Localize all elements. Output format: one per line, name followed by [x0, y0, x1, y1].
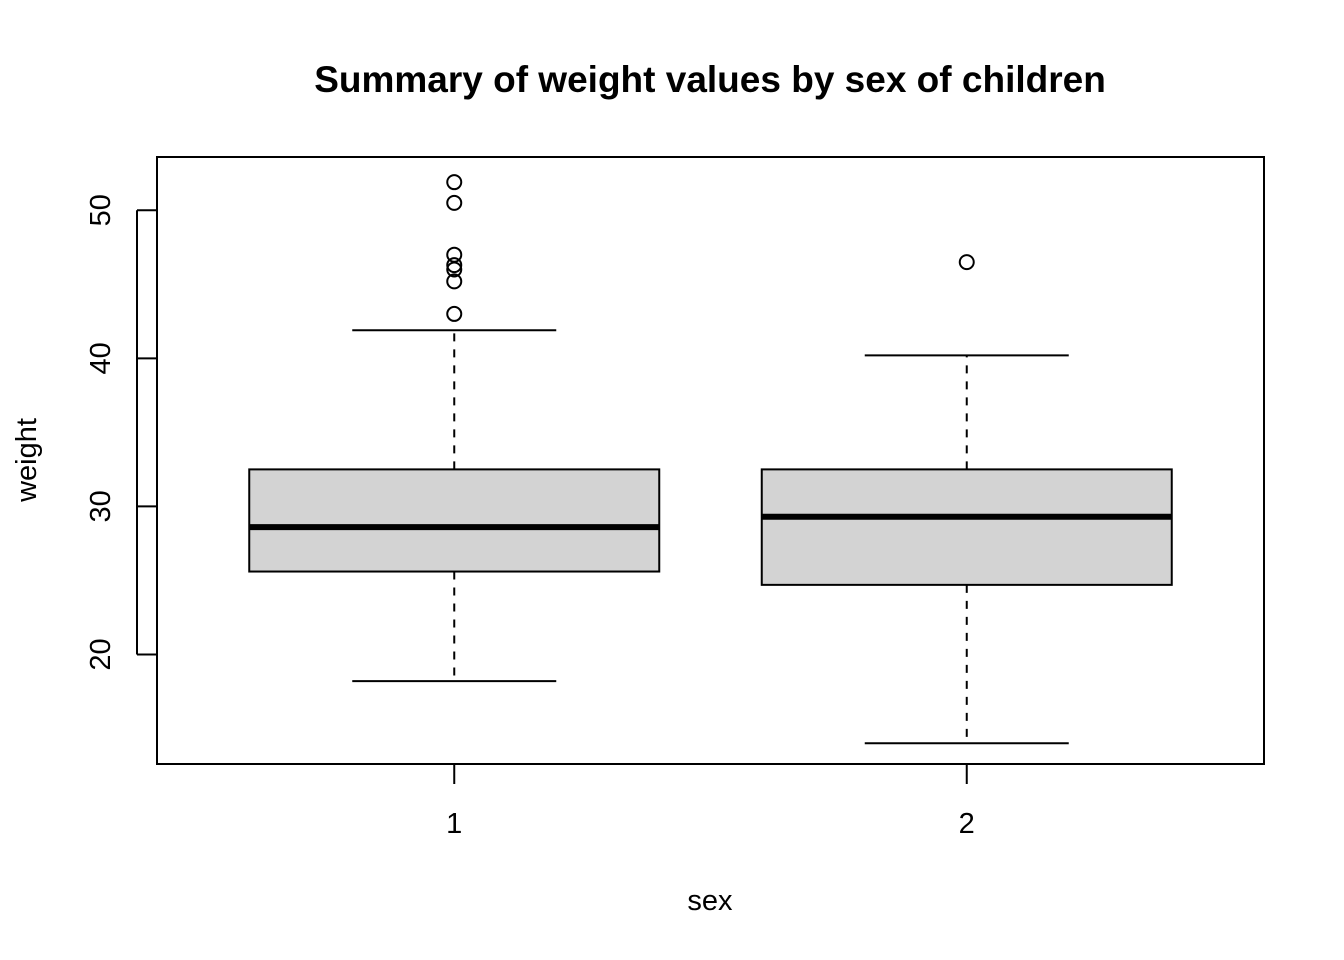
outlier-point: [446, 257, 463, 274]
x-tick-label: 1: [446, 808, 462, 840]
outlier-point: [958, 254, 975, 271]
outlier-point: [446, 273, 463, 290]
plot-frame: [156, 156, 1265, 765]
outlier-point: [446, 305, 463, 322]
y-tick-label: 40: [85, 342, 117, 374]
iqr-box: [248, 468, 661, 573]
chart-title: Summary of weight values by sex of child…: [314, 59, 1106, 100]
y-tick-label: 20: [85, 638, 117, 670]
x-tick-label: 2: [959, 808, 975, 840]
box-group-1: [248, 174, 661, 683]
y-axis-label: weight: [11, 418, 43, 503]
y-tick-label: 50: [85, 194, 117, 226]
plot-marks: [248, 174, 1173, 745]
y-tick-label: 30: [85, 490, 117, 522]
outlier-point: [446, 174, 463, 191]
box-group-2: [760, 254, 1173, 745]
outlier-point: [446, 246, 463, 263]
outlier-point: [446, 194, 463, 211]
axes: 20 30 40 50 1 2: [85, 194, 975, 840]
iqr-box: [760, 468, 1173, 586]
x-axis-label: sex: [687, 885, 733, 917]
